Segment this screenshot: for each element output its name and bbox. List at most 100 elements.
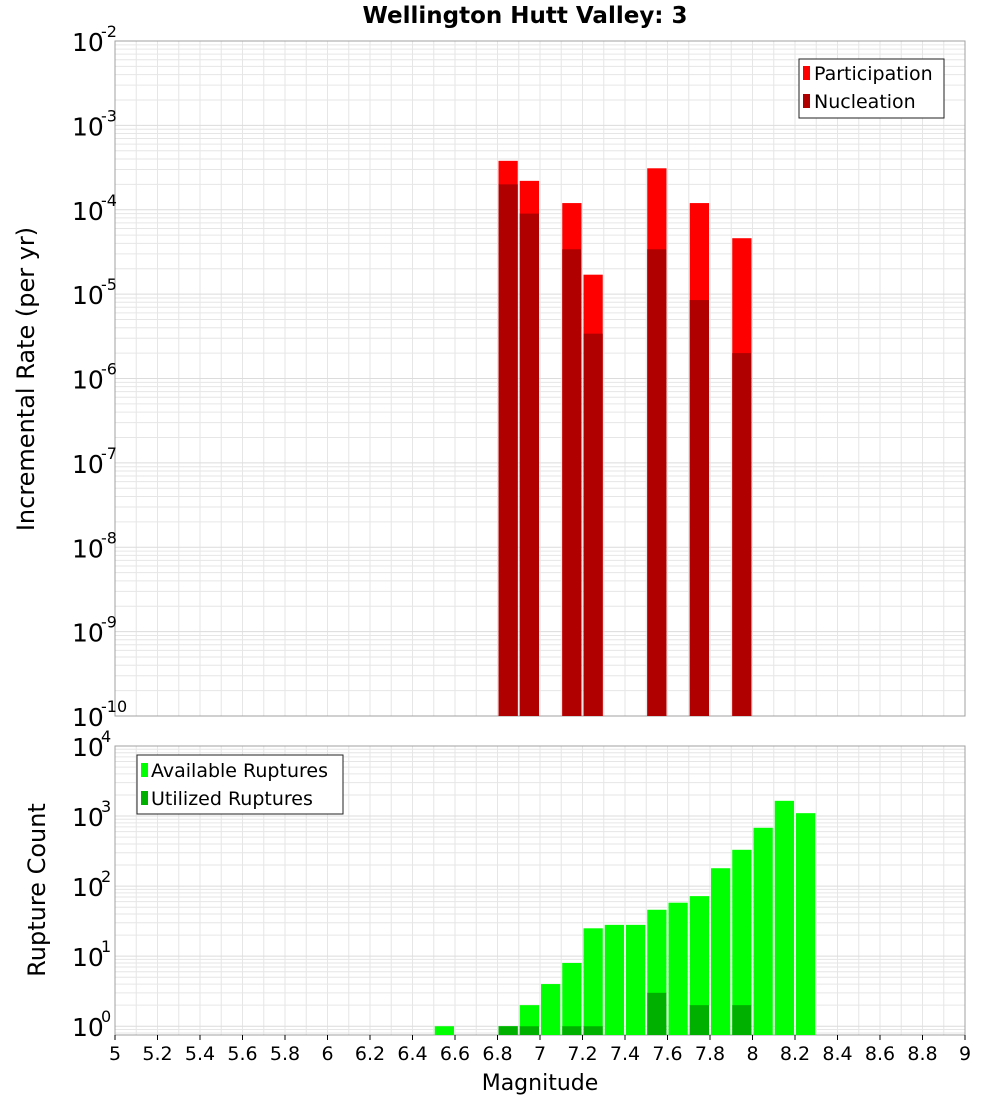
x-tick-label: 5.4 [185,1043,215,1065]
y-tick-exponent: -5 [101,275,117,294]
top-legend-box [798,58,945,119]
x-tick-label: 7 [534,1043,546,1065]
top-plot-grid [114,41,966,717]
y-tick-exponent: -10 [101,697,127,716]
legend-available-swatch [141,763,148,777]
x-tick-label: 5.6 [227,1043,257,1065]
nucleation-bar [498,184,518,717]
x-tick-label: 6 [321,1043,333,1065]
available-ruptures-bar [668,902,688,1035]
x-tick-label: 6.6 [440,1043,470,1065]
top-plot-frame [114,40,966,717]
x-tick-label: 7.4 [610,1043,640,1065]
y-tick-label: 10 [72,112,104,141]
available-ruptures-bar [711,868,731,1035]
available-ruptures-bar [626,924,646,1035]
x-tick-label: 7.8 [695,1043,725,1065]
x-tick-label: 5.2 [142,1043,172,1065]
y-tick-exponent: -3 [101,106,117,125]
nucleation-bar [732,353,752,716]
x-tick-label: 5 [109,1043,121,1065]
y-tick-label: 10 [72,450,104,479]
y-tick-exponent: 0 [101,1007,111,1026]
bottom-plot-x-ticks: 5 5.2 5.4 5.6 5.8 6 6.2 6.4 6.6 6.8 7 7.2 7.4 7.6 7.8 8… [109,1035,971,1065]
y-tick-exponent: -4 [101,191,117,210]
x-tick-label: 8.8 [907,1043,937,1065]
legend-utilized-label: Utilized Ruptures [151,788,313,810]
legend-utilized-swatch [141,791,148,805]
legend-participation-swatch [803,66,810,80]
legend-participation-label: Participation [814,63,933,85]
bottom-plot-bars [434,800,816,1035]
y-tick-label: 10 [72,281,104,310]
x-tick-label: 6.2 [355,1043,385,1065]
bottom-plot-y-label: Rupture Count [23,803,51,977]
y-tick-label: 10 [72,873,104,902]
y-tick-exponent: -7 [101,444,117,463]
y-tick-label: 10 [72,733,104,762]
x-tick-label: 8.4 [822,1043,852,1065]
x-tick-label: 7.6 [652,1043,682,1065]
utilized-ruptures-bar [732,1005,752,1035]
utilized-ruptures-bar [498,1026,518,1035]
y-tick-exponent: 2 [101,867,111,886]
nucleation-bar [562,249,582,716]
x-tick-label: 8 [746,1043,758,1065]
utilized-ruptures-bar [583,1026,603,1035]
y-tick-label: 10 [72,619,104,648]
y-tick-label: 10 [72,197,104,226]
available-ruptures-bar [541,984,561,1035]
available-ruptures-bar [689,896,709,1035]
x-tick-label: 9 [959,1043,971,1065]
legend-nucleation-label: Nucleation [814,91,916,113]
chart-title: Wellington Hutt Valley: 3 [362,3,687,29]
y-tick-exponent: -6 [101,360,117,379]
utilized-ruptures-bar [689,1005,709,1035]
y-tick-label: 10 [72,1013,104,1042]
y-tick-exponent: 3 [101,797,111,816]
y-tick-exponent: 4 [101,727,111,746]
y-tick-label: 10 [72,534,104,563]
y-tick-label: 10 [72,366,104,395]
available-ruptures-bar [732,849,752,1035]
bottom-legend: Available Ruptures Utilized Ruptures [136,754,344,815]
nucleation-bar [689,300,709,716]
y-tick-label: 10 [72,28,104,57]
nucleation-bar [583,333,603,716]
y-tick-exponent: -9 [101,613,117,632]
available-ruptures-bar [774,800,794,1035]
x-tick-label: 7.2 [567,1043,597,1065]
x-axis-label: Magnitude [482,1071,599,1096]
x-tick-label: 6.4 [397,1043,427,1065]
available-ruptures-bar [583,928,603,1035]
top-plot-bars [498,160,752,717]
y-tick-label: 10 [72,943,104,972]
nucleation-bar [519,213,539,717]
x-tick-label: 6.8 [482,1043,512,1065]
available-ruptures-bar [796,813,816,1035]
x-tick-label: 5.8 [270,1043,300,1065]
x-tick-label: 8.2 [780,1043,810,1065]
nucleation-bar [647,249,667,716]
bottom-legend-box [136,754,344,815]
legend-nucleation-swatch [803,94,810,108]
utilized-ruptures-bar [562,1026,582,1035]
utilized-ruptures-bar [519,1026,539,1035]
y-tick-exponent: -2 [101,22,117,41]
x-tick-label: 8.6 [865,1043,895,1065]
y-tick-exponent: 1 [101,937,111,956]
utilized-ruptures-bar [647,992,667,1035]
available-ruptures-bar [434,1026,454,1035]
top-plot-y-label: Incremental Rate (per yr) [12,227,40,531]
available-ruptures-bar [604,924,624,1035]
top-legend: Participation Nucleation [798,58,945,119]
y-tick-label: 10 [72,803,104,832]
available-ruptures-bar [753,827,773,1035]
y-tick-label: 10 [72,703,104,732]
legend-available-label: Available Ruptures [151,760,328,782]
available-ruptures-bar [562,962,582,1035]
y-tick-exponent: -8 [101,528,117,547]
